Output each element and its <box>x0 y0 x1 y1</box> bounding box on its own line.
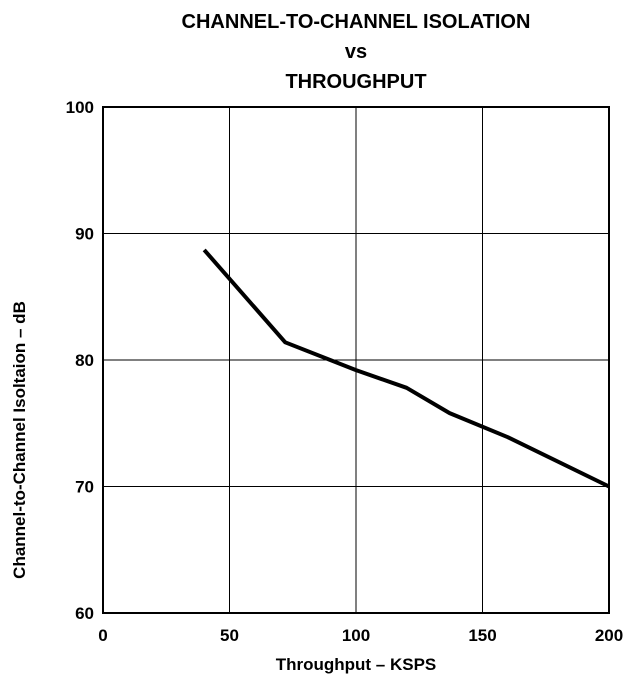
y-axis-label: Channel-to-Channel Isoltaion – dB <box>10 301 29 579</box>
y-tick-labels: 60 70 80 90 100 <box>66 98 94 623</box>
chart-title: CHANNEL-TO-CHANNEL ISOLATION vs THROUGHP… <box>182 11 531 93</box>
x-tick-label: 150 <box>468 626 496 645</box>
y-tick-label: 90 <box>75 225 94 244</box>
chart-title-line-3: THROUGHPUT <box>285 71 426 93</box>
plot-area-frame <box>102 106 610 614</box>
chart-title-line-2: vs <box>345 41 367 63</box>
x-tick-label: 200 <box>595 626 623 645</box>
y-tick-label: 100 <box>66 98 94 117</box>
y-tick-label: 60 <box>75 604 94 623</box>
chart-title-line-1: CHANNEL-TO-CHANNEL ISOLATION <box>182 11 531 33</box>
x-tick-labels: 0 50 100 150 200 <box>98 626 623 645</box>
y-tick-label: 70 <box>75 478 94 497</box>
y-tick-label: 80 <box>75 351 94 370</box>
grid-lines <box>103 107 609 613</box>
x-tick-label: 0 <box>98 626 107 645</box>
x-axis-label: Throughput – KSPS <box>276 655 437 674</box>
x-tick-label: 100 <box>342 626 370 645</box>
series-line-isolation <box>202 248 610 489</box>
x-tick-label: 50 <box>220 626 239 645</box>
